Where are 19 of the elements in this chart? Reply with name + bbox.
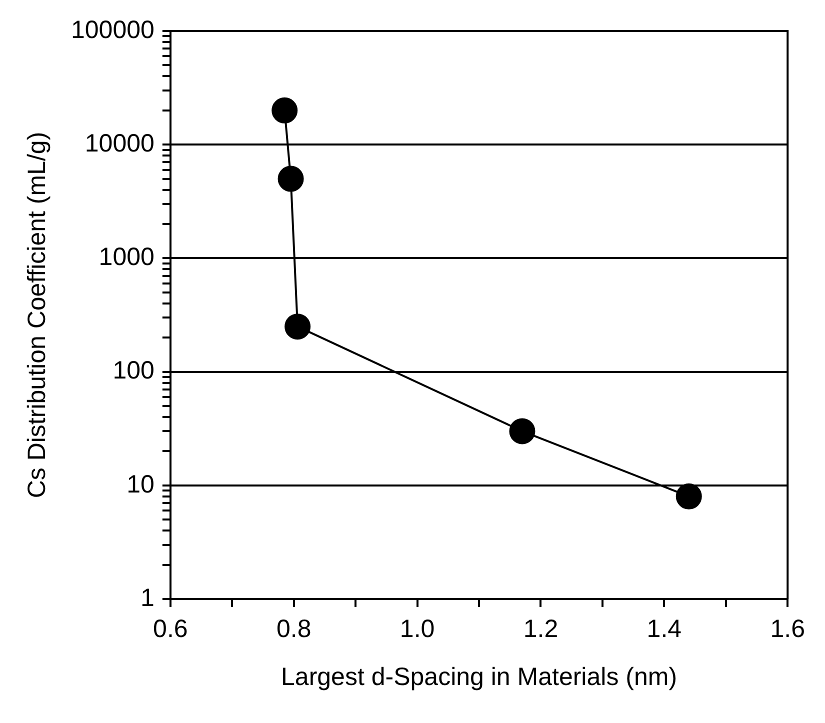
point xyxy=(284,314,311,340)
x-tick-label: 1.6 xyxy=(770,614,806,643)
point xyxy=(676,483,702,510)
text: 1.0 xyxy=(400,614,435,643)
y-axis-title: Cs Distribution Coefficient (mL/g) xyxy=(22,132,51,498)
point xyxy=(278,166,304,192)
point xyxy=(509,418,536,444)
y-tick-label: 1 xyxy=(140,584,154,612)
point xyxy=(272,97,298,124)
x-axis-title: Largest d-Spacing in Materials (nm) xyxy=(281,662,678,691)
y-tick-label: 100 xyxy=(112,356,154,385)
y-tick-label: 10000 xyxy=(84,129,154,158)
x-tick-label: 1.4 xyxy=(646,614,682,643)
y-tick-label: 1000 xyxy=(98,243,154,272)
y-tick-label: 100000 xyxy=(70,16,154,44)
y-tick-label: 10 xyxy=(126,470,154,498)
x-tick-label: 0.8 xyxy=(276,614,312,643)
x-tick-label: 0.6 xyxy=(153,614,188,643)
x-tick-label: 1.2 xyxy=(523,614,558,643)
